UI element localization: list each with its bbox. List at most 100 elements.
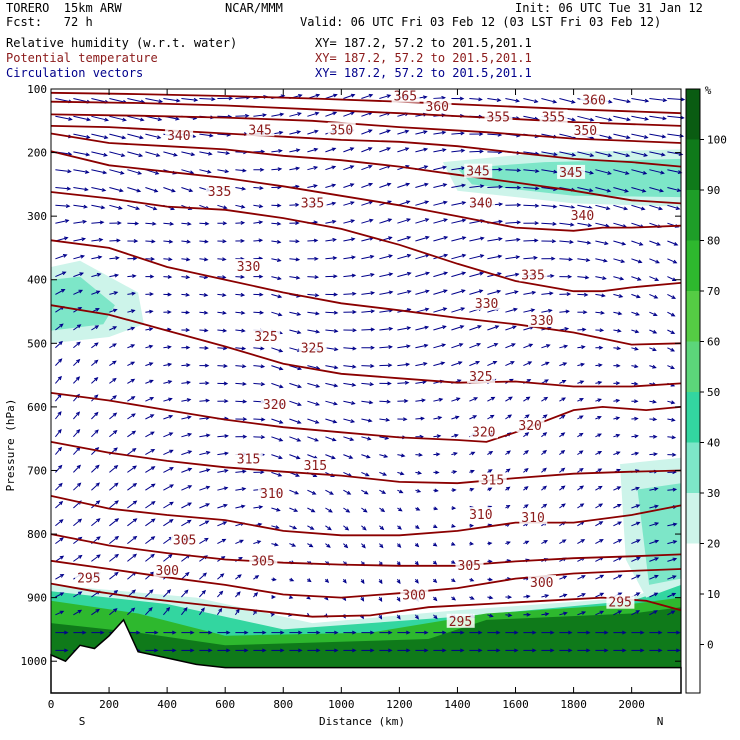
vector-199 [487,186,502,188]
vector-702 [91,447,99,455]
vector-223 [289,204,299,206]
vector-416 [613,293,623,298]
vector-head-743 [206,468,211,473]
vector-954 [217,573,224,580]
vector-head-267 [461,218,467,223]
vector-head-741 [169,467,174,471]
vector-head-306 [534,238,539,243]
vector-23 [469,98,482,100]
vector-head-41 [175,116,180,121]
theta-label-bg-17 [516,418,545,432]
vector-177 [91,187,106,191]
vector-head-258 [295,221,300,226]
vector-1043 [559,612,567,616]
vector-344 [577,258,590,261]
colorbar-swatch-8 [686,493,700,544]
vector-head-577 [369,382,375,387]
vector-221 [253,204,263,208]
vector-819 [307,507,315,513]
vector-281 [73,238,86,242]
vector-head-334 [406,253,412,258]
vector-head-1064 [315,630,321,635]
vector-head-765 [597,468,603,473]
vector-head-282 [98,237,104,242]
vector-483 [559,328,569,331]
vector-head-154 [313,166,319,170]
vector-head-662 [634,416,639,421]
vector-head-339 [497,254,503,259]
vector-50 [325,111,337,117]
vector-head-885 [239,539,244,544]
vector-head-388 [113,291,119,295]
vector-head-872 [636,521,641,526]
vector-68 [649,115,666,120]
vector-head-686 [436,434,442,439]
vector-777 [181,485,192,491]
vector-33 [649,98,667,101]
vector-600 [145,397,154,402]
vector-256 [253,221,263,224]
vector-739 [127,465,137,473]
vector-head-608 [297,402,302,406]
vector-500 [235,347,246,350]
theta-label-bg-8 [455,557,484,572]
vector-240 [595,204,610,210]
vector-head-28 [571,99,576,104]
vector-head-664 [671,417,676,422]
vector-head-1092 [189,648,195,653]
vector-head-510 [423,343,429,348]
theta-label-bg-20 [467,369,496,383]
vector-head-300 [425,235,430,240]
vector-head-6 [176,98,181,103]
vector-818 [289,507,298,512]
vector-131 [523,151,539,155]
vector-head-180 [153,188,159,193]
vector-435 [325,311,338,314]
vector-head-519 [581,345,586,350]
vector-335 [415,254,429,260]
theta-label-bg-1 [446,613,475,628]
vector-head-877 [96,536,101,541]
vector-751 [343,471,352,477]
vector-682 [361,436,371,440]
vector-head-619 [490,396,496,401]
theta-label-8: 305 [458,559,481,574]
vector-head-820 [328,508,333,513]
vector-632 [91,412,99,420]
vector-209 [667,187,681,192]
x-tick-label-1800: 1800 [560,698,587,711]
vector-head-612 [368,400,374,405]
vector-804 [667,488,677,491]
vector-434 [307,311,319,315]
vector-head-346 [620,259,626,263]
vector-847 [181,519,191,527]
vector-head-613 [386,399,392,404]
vector-148 [199,169,211,173]
x-tick-label-1400: 1400 [444,698,471,711]
vector-head-1084 [675,630,681,635]
vector-head-254 [222,221,228,226]
vector-head-1041 [526,612,531,617]
theta-label-12: 315 [237,453,260,468]
vector-head-161 [442,165,448,170]
colorbar-tick-label-20: 20 [707,538,720,551]
vector-553 [559,362,567,367]
vector-75 [145,133,161,139]
vector-head-88 [386,129,391,134]
vector-214 [127,204,140,210]
vector-226 [343,201,354,206]
vector-747 [271,471,282,477]
vector-167 [541,169,557,173]
vector-head-1008 [563,593,568,598]
vector-head-149 [224,169,230,174]
vector-head-821 [345,508,351,513]
vector-158 [379,165,391,171]
vector-head-474 [406,326,412,331]
theta-contour-355 [50,113,682,144]
theta-contour-350 [50,125,682,168]
vector-head-762 [542,467,547,472]
vector-952 [181,572,190,580]
theta-label-30: 345 [248,123,271,138]
vector-308 [559,240,573,243]
